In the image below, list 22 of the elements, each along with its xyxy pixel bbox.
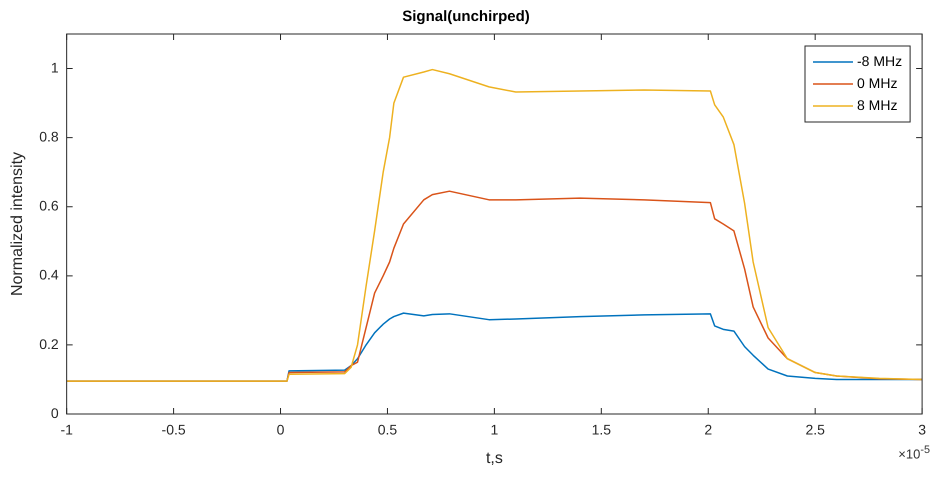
x-tick-label: 2.5: [805, 421, 826, 438]
y-tick-label: 0.2: [39, 336, 59, 352]
x-tick-label: 3: [918, 421, 926, 438]
x-tick-label: -1: [60, 421, 74, 438]
y-tick-label: 0.4: [39, 266, 59, 283]
x-tick-label: 2: [704, 421, 712, 438]
legend-label: 8 MHz: [856, 96, 898, 113]
y-axis-title: Normalized intensity: [9, 152, 26, 296]
y-tick-label: 0: [50, 404, 59, 421]
y-tick-label: 0.8: [39, 128, 59, 144]
y-tick-label: 1: [50, 59, 59, 76]
x-tick-label: 1.5: [592, 421, 612, 438]
x-tick-label: 1: [490, 421, 498, 438]
x-tick-label: 0.5: [378, 421, 398, 438]
y-tick-label: 0.6: [39, 198, 59, 214]
text: ×10$^{-5}$: [898, 444, 930, 462]
chart-title: Signal(unchirped): [402, 8, 530, 26]
legend-label: -8 MHz: [856, 52, 902, 69]
x-tick-label: -0.5: [162, 421, 186, 438]
x-tick-label: 0: [276, 421, 285, 438]
x-axis-title: t,s: [486, 450, 503, 467]
legend-label: 0 MHz: [856, 74, 898, 91]
